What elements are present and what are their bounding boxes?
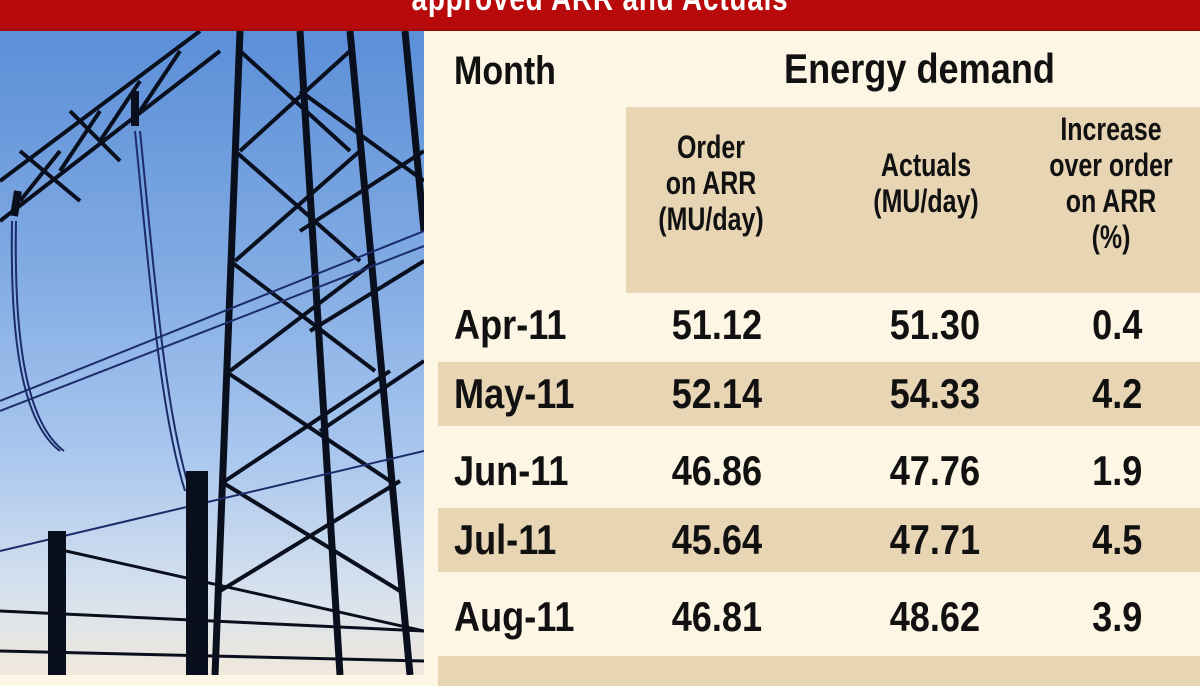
column-header-line: Order bbox=[677, 129, 745, 165]
column-header-line: on ARR bbox=[1065, 183, 1157, 219]
cell-actual: 51.30 bbox=[889, 301, 980, 348]
cell-increase: 4.5 bbox=[1091, 516, 1142, 563]
cell-month: Jun-11 bbox=[454, 447, 569, 494]
cell-increase: 3.9 bbox=[1091, 593, 1142, 640]
cell-month: Aug-11 bbox=[454, 593, 575, 640]
column-header-actuals: Actuals (MU/day) bbox=[852, 147, 1000, 219]
cell-increase: 0.4 bbox=[1091, 301, 1142, 348]
cell-month: Apr-11 bbox=[454, 301, 567, 348]
header-month: Month bbox=[454, 49, 556, 93]
column-header-line: (MU/day) bbox=[873, 183, 979, 219]
table-row: Apr-11 51.12 51.30 0.4 bbox=[438, 293, 1200, 357]
banner-title: approved ARR and Actuals bbox=[108, 0, 1092, 19]
tower-silhouette-icon bbox=[0, 31, 424, 675]
table-row: Aug-11 46.81 48.62 3.9 bbox=[438, 585, 1200, 649]
cell-actual: 47.76 bbox=[889, 447, 980, 494]
cell-month: May-11 bbox=[454, 370, 575, 417]
table-row: Jul-11 45.64 47.71 4.5 bbox=[438, 508, 1200, 572]
cell-order: 46.81 bbox=[671, 593, 762, 640]
cell-actual: 48.62 bbox=[889, 593, 980, 640]
energy-demand-table: Month Energy demand Order on ARR (MU/day… bbox=[424, 31, 1200, 686]
table-row: Jun-11 46.86 47.76 1.9 bbox=[438, 439, 1200, 503]
column-header-line: Actuals bbox=[880, 147, 972, 183]
cell-order: 52.14 bbox=[671, 370, 762, 417]
title-banner: approved ARR and Actuals bbox=[0, 0, 1200, 31]
table-row-cut-off bbox=[438, 656, 1200, 686]
column-header-line: over order bbox=[1049, 147, 1173, 183]
header-energy-demand: Energy demand bbox=[784, 45, 1055, 92]
column-header-line: on ARR bbox=[665, 165, 757, 201]
cell-actual: 47.71 bbox=[889, 516, 980, 563]
cell-month: Jul-11 bbox=[454, 516, 557, 563]
subheader-band: Order on ARR (MU/day) Actuals (MU/day) I… bbox=[626, 107, 1200, 293]
transmission-tower-photo bbox=[0, 31, 424, 675]
column-header-increase: Increase over order on ARR (%) bbox=[1037, 111, 1185, 255]
cell-order: 51.12 bbox=[671, 301, 762, 348]
column-header-line: (MU/day) bbox=[658, 201, 764, 237]
table-row: May-11 52.14 54.33 4.2 bbox=[438, 362, 1200, 426]
column-header-order: Order on ARR (MU/day) bbox=[637, 129, 785, 237]
cell-increase: 1.9 bbox=[1091, 447, 1142, 494]
cell-order: 45.64 bbox=[671, 516, 762, 563]
cell-order: 46.86 bbox=[671, 447, 762, 494]
column-header-line: Increase bbox=[1060, 111, 1162, 147]
cell-actual: 54.33 bbox=[889, 370, 980, 417]
cell-increase: 4.2 bbox=[1091, 370, 1142, 417]
column-header-line: (%) bbox=[1091, 219, 1131, 255]
